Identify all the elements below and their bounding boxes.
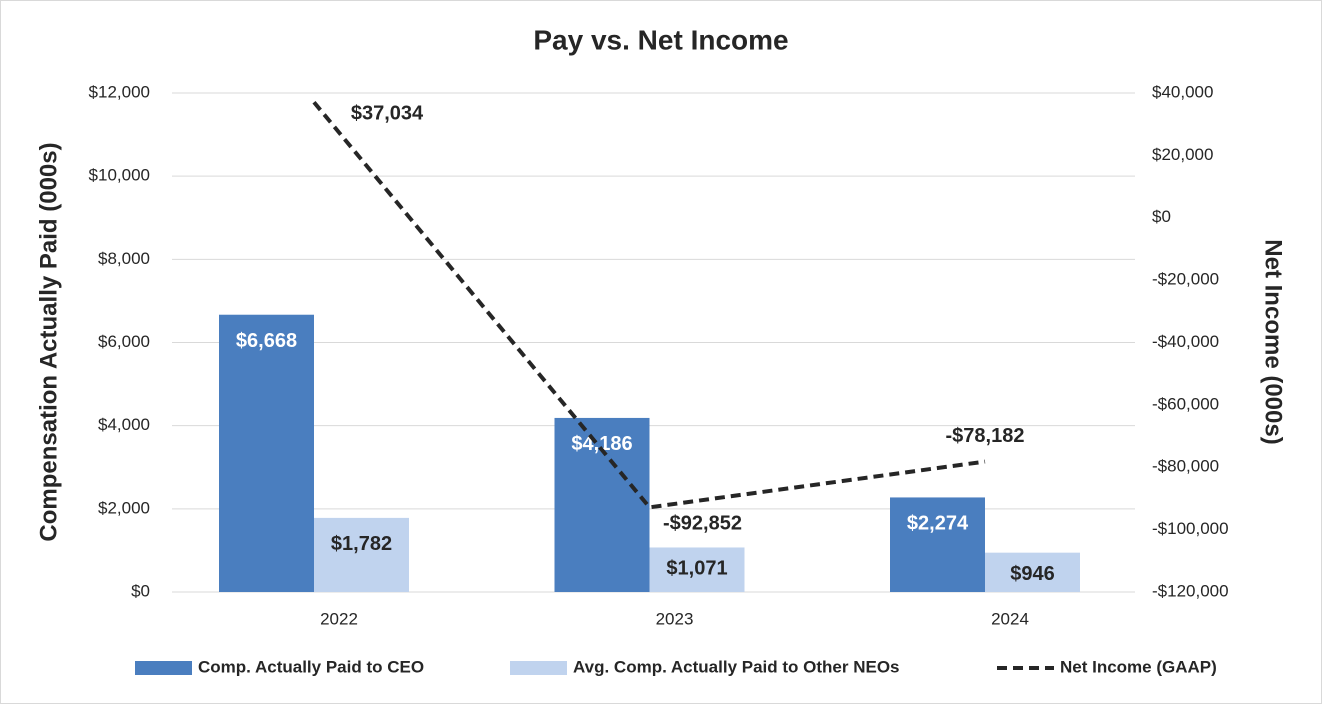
legend-label: Avg. Comp. Actually Paid to Other NEOs: [573, 657, 900, 676]
y-tick-label: $2,000: [98, 498, 150, 517]
y2-tick-label: -$120,000: [1152, 581, 1229, 600]
y-tick-label: $0: [131, 581, 150, 600]
legend-label: Net Income (GAAP): [1060, 657, 1217, 676]
line-label: -$78,182: [946, 425, 1025, 447]
y-axis-title: Compensation Actually Paid (000s): [35, 142, 62, 541]
data-label: $1,782: [331, 533, 392, 555]
y2-axis-title: Net Income (000s): [1260, 239, 1287, 444]
data-label: $2,274: [907, 513, 969, 535]
bar: [219, 314, 314, 592]
y-tick-label: $6,000: [98, 332, 150, 351]
x-tick-label: 2022: [320, 609, 358, 628]
x-tick-label: 2023: [656, 609, 694, 628]
data-label: $946: [1010, 563, 1055, 585]
x-tick-label: 2024: [991, 609, 1029, 628]
bar: [985, 552, 1080, 592]
y2-tick-label: -$100,000: [1152, 519, 1229, 538]
y-tick-label: $4,000: [98, 415, 150, 434]
y2-tick-label: -$60,000: [1152, 394, 1219, 413]
line-label: $37,034: [351, 103, 424, 125]
bar: [649, 547, 745, 592]
y2-tick-label: -$40,000: [1152, 332, 1219, 351]
y-tick-label: $8,000: [98, 249, 150, 268]
y2-tick-label: $0: [1152, 207, 1171, 226]
data-label: $6,668: [236, 330, 297, 352]
data-label: $1,071: [666, 558, 727, 580]
bar: [314, 517, 409, 592]
y-tick-label: $10,000: [89, 166, 150, 185]
data-label: $4,186: [571, 433, 632, 455]
y2-tick-label: $20,000: [1152, 145, 1213, 164]
legend-label: Comp. Actually Paid to CEO: [198, 657, 424, 676]
y-tick-label: $12,000: [89, 82, 150, 101]
legend-swatch: [510, 661, 567, 675]
y2-tick-label: $40,000: [1152, 82, 1213, 101]
bar: [890, 497, 985, 592]
legend-swatch: [135, 661, 192, 675]
chart-title: Pay vs. Net Income: [533, 24, 788, 55]
y2-tick-label: -$80,000: [1152, 457, 1219, 476]
y2-tick-label: -$20,000: [1152, 270, 1219, 289]
line-label: -$92,852: [663, 513, 742, 535]
